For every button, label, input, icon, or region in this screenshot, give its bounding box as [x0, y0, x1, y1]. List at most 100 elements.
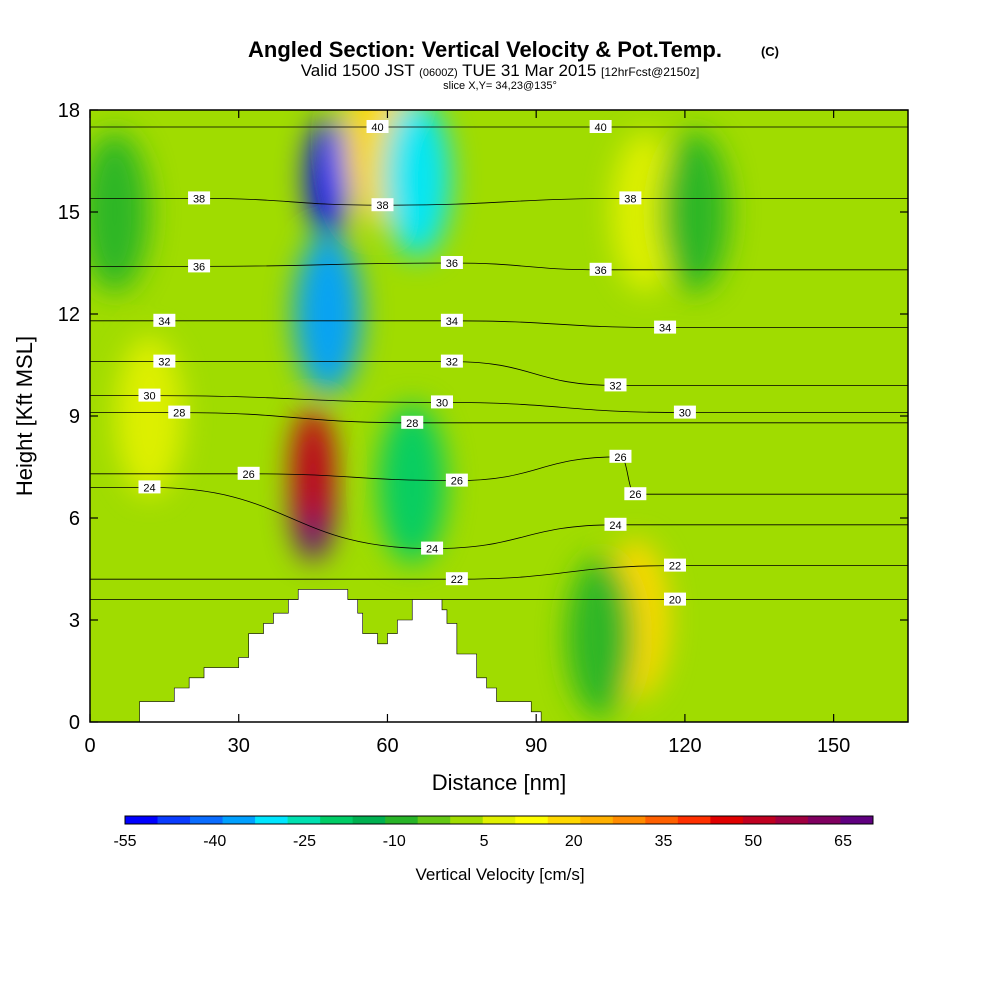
contour-label-box	[366, 120, 389, 133]
y-tick-label: 18	[58, 100, 80, 122]
contour-label-box	[440, 313, 463, 327]
contour-label-30: 30	[679, 408, 691, 420]
contour-label-box	[654, 320, 677, 334]
x-tick-label: 0	[84, 735, 95, 757]
colorbar-swatch	[417, 816, 451, 824]
contour-label-box	[153, 354, 176, 368]
colorbar-frame	[124, 815, 874, 825]
contour-label-box	[401, 415, 424, 429]
colorbar-label: Vertical Velocity [cm/s]	[415, 865, 584, 884]
contour-label-24: 24	[609, 520, 621, 532]
contour-label-32: 32	[446, 357, 458, 369]
colorbar-swatch	[287, 816, 321, 824]
y-tick-label: 12	[58, 304, 80, 326]
contour-label-box	[589, 120, 612, 133]
subtitle-valid-time: Valid 1500 JST	[301, 61, 415, 80]
colorbar-tick-label: 65	[834, 833, 852, 850]
velocity-feature	[566, 557, 635, 717]
contour-label-26: 26	[629, 489, 641, 501]
colorbar-swatch	[840, 816, 874, 824]
velocity-feature	[611, 132, 680, 292]
contour-label-40: 40	[595, 122, 607, 134]
colorbar-swatch	[742, 816, 776, 824]
contour-label-34: 34	[158, 316, 170, 328]
contour-label-26: 26	[614, 452, 626, 464]
colorbar-swatch	[125, 816, 159, 824]
x-tick-label: 150	[817, 735, 850, 757]
contour-label-38: 38	[376, 200, 388, 212]
contour-label-box	[138, 388, 161, 402]
subtitle-utc-time: (0600Z)	[419, 67, 458, 79]
contour-label-38: 38	[624, 193, 636, 205]
terrain	[90, 589, 908, 722]
colorbar-swatch	[320, 816, 354, 824]
colorbar-tick-labels: -55 -40 -25 -10 5 20 35 50 65	[113, 833, 852, 850]
chart-subtitle: Valid 1500 JST (0600Z) TUE 31 Mar 2015 […	[301, 61, 700, 80]
contour-label-28: 28	[406, 418, 418, 430]
colorbar-tick-label: -25	[293, 833, 316, 850]
contour-label-box	[604, 517, 627, 531]
x-axis: 0 30 60 90 120 150	[84, 110, 850, 757]
theta-contour-26	[90, 456, 908, 495]
colorbar-swatch	[515, 816, 549, 824]
contour-label-32: 32	[609, 380, 621, 392]
contour-label-22: 22	[451, 574, 463, 586]
colorbar-swatch	[612, 816, 646, 824]
velocity-feature	[378, 404, 447, 564]
slice-info: slice X,Y= 34,23@135°	[443, 80, 557, 92]
subtitle-forecast: [12hrFcst@2150z]	[601, 65, 699, 79]
theta-contour-38	[90, 197, 908, 206]
contour-label-22: 22	[669, 561, 681, 573]
colorbar-swatch	[255, 816, 289, 824]
y-tick-label: 3	[69, 610, 80, 632]
contour-label-36: 36	[595, 265, 607, 277]
colorbar-swatch	[645, 816, 679, 824]
y-tick-label: 9	[69, 406, 80, 428]
y-tick-label: 0	[69, 712, 80, 734]
contour-labels: 40 40 38 38 38 36 36 36 34 34 34 32 32 32 30 30 30 28 28 26…	[138, 120, 696, 607]
contour-label-box	[168, 405, 191, 419]
contour-label-box	[440, 256, 463, 269]
velocity-feature	[291, 407, 336, 527]
contour-label-36: 36	[446, 258, 458, 270]
contour-label-box	[153, 313, 176, 327]
contour-label-36: 36	[193, 261, 205, 273]
x-tick-label: 30	[228, 735, 250, 757]
colorbar-swatch	[710, 816, 744, 824]
colorbar-swatch	[547, 816, 581, 824]
contour-label-28: 28	[173, 408, 185, 420]
contour-label-20: 20	[669, 595, 681, 607]
colorbar-swatch	[482, 816, 516, 824]
contour-label-box	[237, 466, 260, 480]
contour-label-box	[188, 259, 211, 273]
contour-label-30: 30	[143, 391, 155, 403]
y-axis: 0 36 9 12 15 18	[58, 100, 908, 734]
contour-label-box	[440, 354, 463, 368]
velocity-feature	[115, 336, 184, 496]
colorbar-swatch	[450, 816, 484, 824]
y-tick-label: 15	[58, 202, 80, 224]
plot-area: 40 40 38 38 38 36 36 36 34 34 34 32 32 32 30 30 30 28 28 26…	[90, 110, 908, 722]
colorbar-swatch	[677, 816, 711, 824]
contour-label-box	[663, 592, 686, 606]
contour-label-box	[589, 262, 612, 276]
velocity-feature	[660, 132, 729, 292]
colorbar-tick-label: 50	[744, 833, 762, 850]
contour-label-box	[445, 572, 468, 586]
contour-label-box	[604, 378, 627, 392]
x-tick-label: 90	[525, 735, 547, 757]
chart-title: Angled Section: Vertical Velocity & Pot.…	[248, 37, 722, 62]
velocity-feature	[305, 118, 350, 238]
contour-label-24: 24	[426, 544, 438, 556]
colorbar-tick-label: -55	[113, 833, 136, 850]
contour-label-box	[609, 449, 632, 463]
contour-label-24: 24	[143, 482, 155, 494]
velocity-feature	[90, 132, 149, 292]
colorbar-swatch	[385, 816, 419, 824]
contour-label-40: 40	[371, 122, 383, 134]
y-axis-label: Height [Kft MSL]	[12, 336, 37, 496]
contour-label-32: 32	[158, 357, 170, 369]
colorbar-swatch	[580, 816, 614, 824]
chart-title-unit: (C)	[761, 44, 779, 59]
velocity-feature	[293, 234, 362, 394]
